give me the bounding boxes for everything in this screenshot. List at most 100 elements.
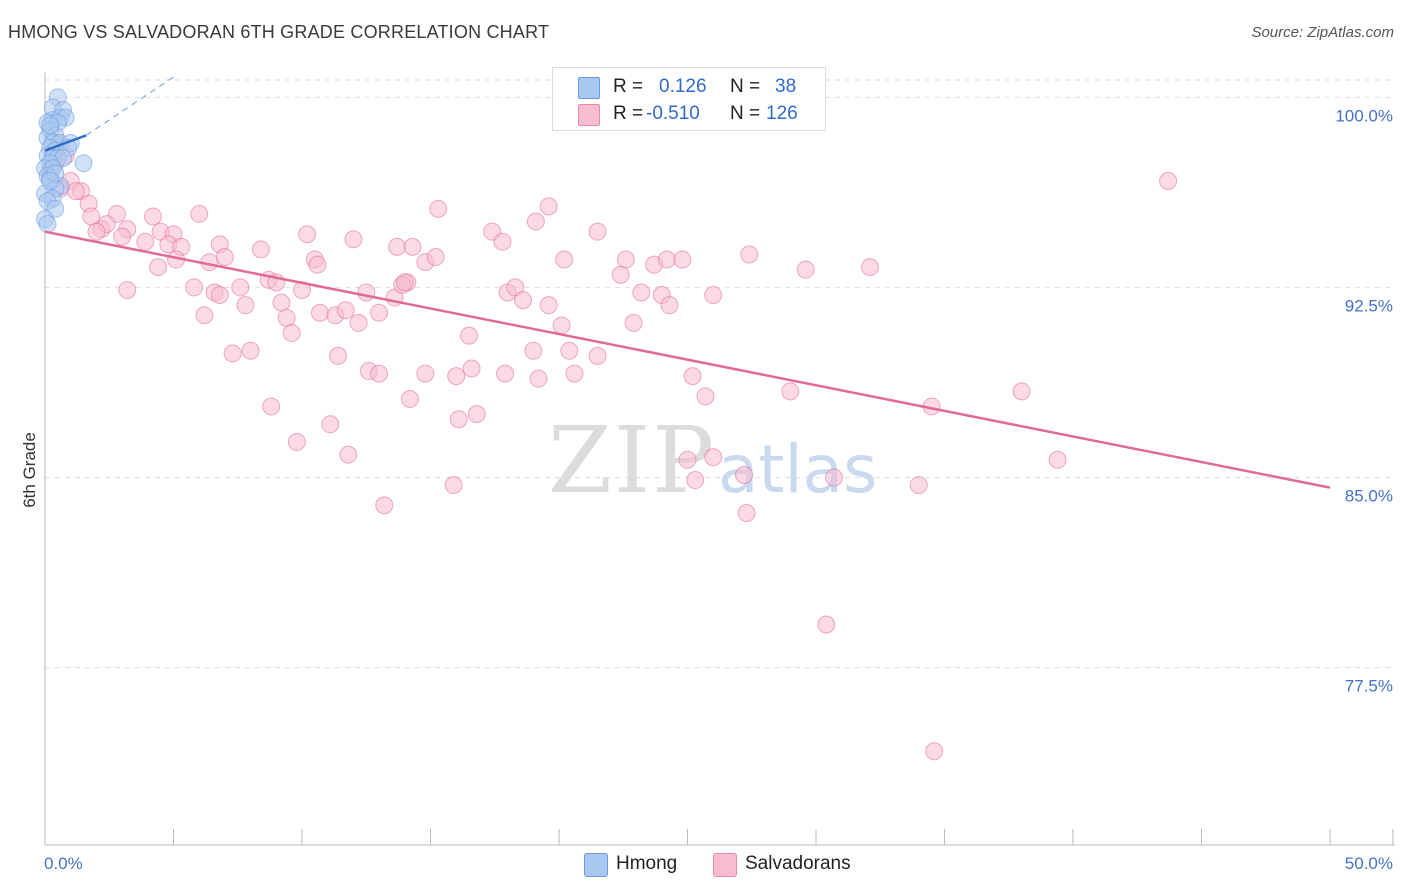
r-label: R = [613, 76, 644, 97]
chart-title: HMONG VS SALVADORAN 6TH GRADE CORRELATIO… [8, 22, 550, 42]
salvadorans-point [514, 291, 533, 310]
salvadorans-point [447, 367, 466, 386]
salvadorans-point [444, 476, 463, 495]
salvadorans-point [588, 346, 607, 365]
salvadorans-point [1012, 382, 1031, 401]
salvadorans-point [339, 445, 358, 464]
source-credit: Source: ZipAtlas.com [1251, 24, 1394, 41]
grid-lines [45, 79, 1395, 669]
salvadorans-point [328, 346, 347, 365]
n-value: 38 [775, 76, 797, 97]
hmong-point [74, 154, 93, 173]
x-tick-min: 0.0% [44, 854, 83, 873]
salvadorans-point [429, 199, 448, 218]
salvadorans-point [526, 212, 545, 231]
salvadorans-point [190, 204, 209, 223]
salvadorans-point [370, 364, 389, 383]
salvadorans-point [925, 742, 944, 761]
salvadorans-point [449, 410, 468, 429]
salvadorans-point [66, 182, 85, 201]
salvadorans-point [308, 255, 327, 274]
salvadorans-point [704, 286, 723, 305]
salvadorans-point [236, 296, 255, 315]
y-tick-label: 92.5% [1345, 296, 1393, 315]
salvadorans-point [395, 273, 414, 292]
salvadorans-point [462, 359, 481, 378]
salvadorans-point [287, 433, 306, 452]
salvadorans-trend-line [44, 230, 1331, 489]
salvadorans-points [41, 133, 1178, 761]
y-axis-label: 6th Grade [20, 432, 39, 508]
salvadorans-point [539, 296, 558, 315]
r-value: -0.510 [646, 103, 700, 124]
salvadorans-point [215, 248, 234, 267]
salvadorans-point [824, 468, 843, 487]
salvadorans-point [118, 280, 137, 299]
salvadorans-point [673, 250, 692, 269]
salvadorans-point [611, 265, 630, 284]
r-value: 0.126 [659, 76, 707, 97]
salvadorans-point [416, 364, 435, 383]
salvadorans-point [460, 326, 479, 345]
legend-row-hmong: R = 0.126 N = 38 [553, 74, 823, 100]
salvadorans-point [113, 227, 132, 246]
salvadorans-point [87, 222, 106, 241]
salvadorans-point [552, 316, 571, 335]
salvadorans-point [624, 313, 643, 332]
salvadorans-point [223, 344, 242, 363]
n-value: 126 [766, 103, 798, 124]
salvadorans-point [426, 248, 445, 267]
x-tick-max: 50.0% [1345, 854, 1393, 873]
salvadorans-point [143, 207, 162, 226]
salvadorans-point [740, 245, 759, 264]
salvadorans-point [817, 615, 836, 634]
salvadorans-point [272, 293, 291, 312]
salvadorans-point [529, 369, 548, 388]
salvadorans-point [616, 250, 635, 269]
trend-lines [44, 76, 1331, 489]
salvadorans-point [1048, 450, 1067, 469]
salvadorans-point [524, 341, 543, 360]
salvadorans-point [539, 197, 558, 216]
legend-row-salvadorans: R = -0.510 N = 126 [553, 101, 823, 127]
salvadorans-point [210, 286, 229, 305]
r-label: R = [613, 103, 644, 124]
hmong-points [36, 88, 93, 234]
salvadorans-point [796, 260, 815, 279]
salvadorans-legend-swatch [713, 853, 737, 877]
salvadorans-point [185, 278, 204, 297]
salvadorans-point [149, 258, 168, 277]
salvadorans-point [735, 465, 754, 484]
salvadorans-point [298, 225, 317, 244]
salvadorans-point [555, 250, 574, 269]
salvadorans-point [400, 389, 419, 408]
y-tick-label: 100.0% [1335, 106, 1393, 125]
hmong-trend-line [44, 134, 87, 152]
salvadorans-point [496, 364, 515, 383]
salvadorans-point [336, 301, 355, 320]
salvadorans-point [136, 232, 155, 251]
hmong-point [38, 215, 57, 234]
salvadorans-point [1159, 171, 1178, 190]
salvadorans-point [321, 415, 340, 434]
salvadorans-point [231, 278, 250, 297]
salvadorans-point [344, 230, 363, 249]
salvadorans-point [909, 476, 928, 495]
n-label: N = [730, 103, 761, 124]
salvadorans-point [683, 367, 702, 386]
salvadorans-point [860, 258, 879, 277]
salvadorans-point [565, 364, 584, 383]
salvadorans-point [696, 387, 715, 406]
hmong-swatch [578, 77, 600, 99]
salvadorans-point [277, 308, 296, 327]
salvadorans-point [678, 450, 697, 469]
salvadorans-point [388, 237, 407, 256]
legend-label-hmong: Hmong [616, 853, 678, 874]
salvadorans-point [349, 313, 368, 332]
salvadorans-point [493, 232, 512, 251]
hmong-point [41, 171, 60, 190]
salvadorans-point [293, 280, 311, 299]
salvadorans-point [282, 324, 301, 343]
salvadorans-point [632, 283, 651, 302]
salvadorans-point [195, 306, 214, 325]
